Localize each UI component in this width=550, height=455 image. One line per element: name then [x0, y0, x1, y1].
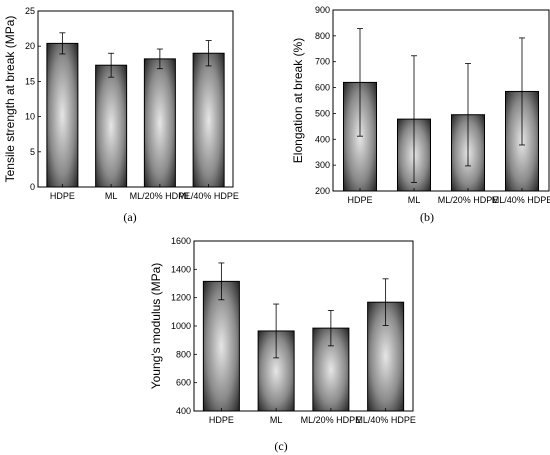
bar-hdpe: [202, 280, 240, 412]
y-tick-label: 400: [176, 406, 191, 416]
panel-label: (b): [420, 210, 434, 224]
y-tick-label: 600: [176, 378, 191, 388]
error-bar: [59, 32, 66, 55]
y-tick-label: 20: [25, 41, 35, 51]
x-tick-label: ML/20% HDPE: [438, 195, 499, 205]
bar-ml-40-hdpe: [192, 52, 225, 188]
y-tick-label: 300: [315, 160, 330, 170]
x-tick-label: ML/20% HDPE: [301, 415, 362, 425]
error-bar: [218, 262, 225, 301]
y-tick-label: 25: [25, 6, 35, 16]
x-tick-label: ML: [270, 415, 283, 425]
y-tick-label: 200: [315, 186, 330, 196]
y-tick-label: 700: [315, 57, 330, 67]
error-bar: [382, 278, 389, 326]
panel-label: (a): [123, 210, 136, 224]
bar-hdpe: [46, 42, 79, 188]
y-tick-label: 400: [315, 134, 330, 144]
error-bar: [273, 303, 280, 359]
x-tick-label: HDPE: [209, 415, 234, 425]
y-axis-label: Elongation at break (%): [291, 38, 305, 163]
x-tick-label: ML: [105, 191, 118, 201]
x-tick-label: HDPE: [50, 191, 75, 201]
y-tick-label: 600: [315, 83, 330, 93]
error-bar: [205, 40, 212, 67]
y-tick-label: 15: [25, 76, 35, 86]
error-bar: [108, 52, 115, 78]
plot-frame: [37, 10, 234, 188]
y-tick-label: 1000: [171, 321, 191, 331]
y-tick-label: 0: [30, 182, 35, 192]
error-bar: [465, 63, 471, 167]
error-bar: [411, 55, 417, 183]
error-bar: [156, 48, 163, 70]
y-tick-label: 1400: [171, 264, 191, 274]
y-tick-label: 900: [315, 5, 330, 15]
error-bar: [519, 37, 525, 146]
x-tick-label: ML/20% HDPE: [130, 191, 191, 201]
y-tick-label: 800: [315, 31, 330, 41]
x-tick-label: ML: [408, 195, 421, 205]
y-axis-label: Young's modulus (MPa): [149, 263, 163, 390]
x-tick-label: ML/40% HDPE: [492, 195, 550, 205]
y-tick-label: 1600: [171, 236, 191, 246]
x-tick-label: ML/40% HDPE: [178, 191, 239, 201]
panel-label: (c): [274, 439, 287, 453]
y-axis-label: Tensile strength at break (MPa): [3, 16, 17, 183]
y-tick-label: 500: [315, 108, 330, 118]
y-tick-label: 10: [25, 112, 35, 122]
x-tick-label: ML/40% HDPE: [355, 415, 416, 425]
y-tick-label: 5: [30, 147, 35, 157]
error-bar: [327, 310, 334, 347]
bar-ml: [95, 64, 128, 188]
error-bar: [357, 28, 363, 137]
x-tick-label: HDPE: [347, 195, 372, 205]
y-tick-label: 800: [176, 349, 191, 359]
y-tick-label: 1200: [171, 293, 191, 303]
plot-frame: [332, 9, 550, 192]
